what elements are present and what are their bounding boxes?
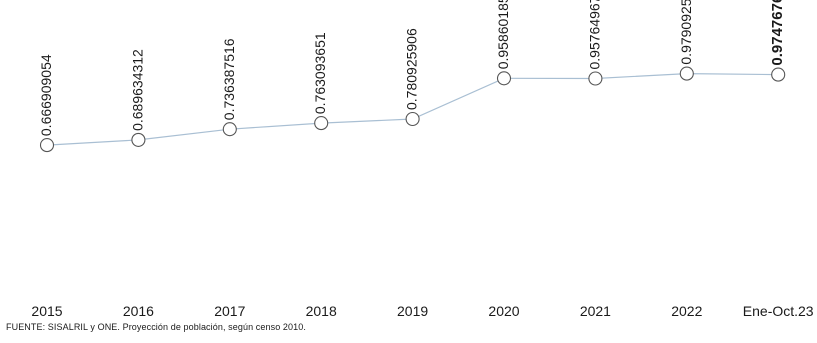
x-axis-tick-layer: 2015 2016 2017 2018 2019 2020 2021 2022 Ene-Oct.… [31, 303, 813, 319]
data-label: 0.95764967 [586, 0, 602, 70]
data-label: 0.666909054 [38, 54, 54, 136]
x-tick-label: Ene-Oct.23 [743, 303, 814, 319]
data-point-marker [496, 71, 512, 86]
data-point-marker [314, 116, 329, 131]
data-label: 0.780925906 [404, 28, 420, 110]
data-point-marker [771, 67, 786, 82]
data-point-marker [131, 132, 146, 147]
x-tick-label: 2015 [31, 303, 62, 319]
data-point-marker [588, 71, 603, 86]
data-point-marker [679, 66, 694, 81]
data-label: 0.958601859 [495, 0, 511, 69]
x-tick-label: 2018 [306, 303, 337, 319]
data-point-marker [222, 122, 237, 137]
data-label: 0.97476766 [769, 0, 786, 66]
marker-layer [39, 66, 786, 153]
data-point-marker [39, 138, 55, 153]
data-label: 0.979092578 [678, 0, 694, 65]
x-tick-label: 2021 [580, 303, 611, 319]
x-tick-label: 2017 [214, 303, 245, 319]
data-label: 0.763093651 [312, 32, 328, 114]
data-label: 0.689634312 [129, 49, 145, 131]
x-tick-label: 2016 [123, 303, 154, 319]
x-tick-label: 2020 [488, 303, 519, 319]
x-tick-label: 2019 [397, 303, 428, 319]
data-label-layer: 0.666909054 0.689634312 0.736387516 0.76309… [38, 0, 786, 136]
source-note: FUENTE: SISALRIL y ONE. Proyección de po… [6, 322, 306, 332]
data-label: 0.736387516 [221, 38, 237, 120]
x-tick-label: 2022 [671, 303, 702, 319]
data-point-marker [405, 111, 420, 127]
